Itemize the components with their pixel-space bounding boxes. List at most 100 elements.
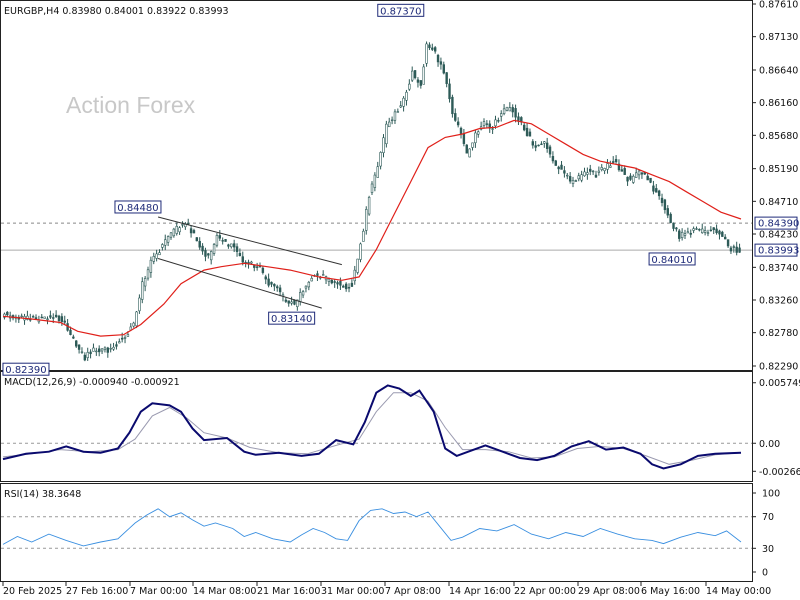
candle-body: [695, 228, 698, 230]
candle-body: [63, 320, 66, 323]
candle-body: [600, 167, 603, 170]
candle-body: [224, 239, 227, 242]
candle-body: [543, 141, 546, 144]
candle-body: [273, 283, 276, 287]
candle-body: [649, 177, 652, 183]
candle-body: [491, 128, 494, 130]
candle-body: [261, 267, 265, 273]
candle-body: [680, 231, 684, 238]
price-tick-label: 0.83740: [759, 263, 798, 274]
rsi-line: [2, 508, 742, 547]
candle-body: [155, 253, 158, 259]
candle-body: [307, 281, 311, 288]
candle-body: [149, 259, 153, 273]
candle-body: [477, 131, 480, 135]
candle-body: [255, 266, 259, 268]
candle-body: [376, 166, 379, 178]
macd-panel-frame: [0, 371, 753, 482]
candle-body: [31, 316, 35, 318]
candle-body: [603, 168, 606, 172]
candle-body: [698, 228, 701, 231]
candle-body: [405, 91, 408, 101]
candle-body: [474, 132, 477, 144]
candle-body: [212, 244, 216, 254]
candle-body: [120, 337, 124, 340]
candle-body: [701, 228, 704, 234]
rsi-tick-label: 100: [762, 489, 780, 500]
candle-body: [370, 183, 374, 193]
candle-body: [54, 314, 58, 317]
candle-body: [227, 244, 230, 247]
candle-body: [402, 97, 405, 107]
candle-body: [80, 351, 84, 353]
candle-body: [448, 83, 451, 100]
candle-body: [118, 341, 121, 344]
candle-body: [310, 278, 313, 282]
candle-body: [69, 329, 72, 335]
candle-body: [706, 232, 710, 234]
candle-body: [316, 273, 319, 276]
candle-body: [419, 80, 423, 86]
candle-body: [497, 120, 500, 122]
candle-body: [494, 119, 497, 127]
candle-body: [293, 299, 296, 305]
candle-body: [514, 108, 517, 118]
candle-body: [563, 170, 566, 174]
price-tick-label: 0.82290: [759, 362, 798, 373]
candle-body: [164, 239, 167, 246]
candle-body: [250, 261, 253, 264]
candle-body: [356, 258, 359, 273]
candle-body: [502, 108, 506, 114]
candle-body: [138, 297, 141, 312]
time-tick-label: 21 Mar 16:00: [257, 586, 320, 597]
candle-body: [709, 229, 713, 232]
candle-body: [462, 133, 466, 144]
candle-body: [451, 96, 454, 115]
price-annotations: 0.82390 0.84480 0.83140 0.87370 0.84010: [2, 3, 696, 376]
time-tick-label: 14 May 00:00: [706, 586, 771, 597]
candle-body: [204, 250, 207, 257]
candle-body: [517, 116, 520, 121]
time-tick-label: 29 Apr 08:00: [578, 586, 640, 597]
candle-body: [141, 281, 144, 300]
price-label-box-2: [114, 200, 162, 214]
candle-body: [100, 348, 104, 352]
candle-body: [724, 236, 727, 240]
candle-body: [344, 283, 348, 290]
candle-body: [276, 286, 279, 289]
candle-body: [209, 251, 213, 261]
candle-body: [672, 222, 675, 229]
candle-body: [57, 315, 61, 321]
price-label-box-5: [648, 252, 696, 266]
candle-body: [221, 240, 224, 242]
candle-body: [72, 336, 75, 339]
candle-body: [350, 282, 354, 287]
candle-body: [158, 252, 161, 256]
candle-body: [278, 287, 282, 293]
time-tick-label: 6 May 16:00: [641, 586, 700, 597]
level-label-text-2: 0.83993: [758, 246, 799, 257]
candle-body: [60, 316, 64, 322]
candle-body: [454, 113, 457, 121]
rsi-tick-label: 70: [762, 512, 774, 523]
candle-body: [379, 152, 382, 167]
candle-body: [270, 281, 273, 285]
candle-body: [715, 228, 718, 234]
candle-body: [732, 246, 736, 248]
candle-body: [132, 322, 135, 327]
price-tick-label: 0.82780: [759, 328, 798, 339]
channel-trendline-2: [157, 258, 322, 309]
candle-body: [655, 188, 658, 193]
candle-body: [143, 278, 147, 287]
candle-body: [511, 107, 514, 113]
candle-body: [75, 340, 78, 347]
candle-body: [97, 348, 101, 353]
candle-body: [89, 351, 92, 355]
candle-body: [175, 226, 178, 234]
candle-body: [347, 287, 351, 289]
candle-body: [445, 72, 448, 84]
candle-body: [663, 199, 667, 211]
candle-body: [301, 291, 305, 296]
candle-body: [172, 228, 176, 237]
